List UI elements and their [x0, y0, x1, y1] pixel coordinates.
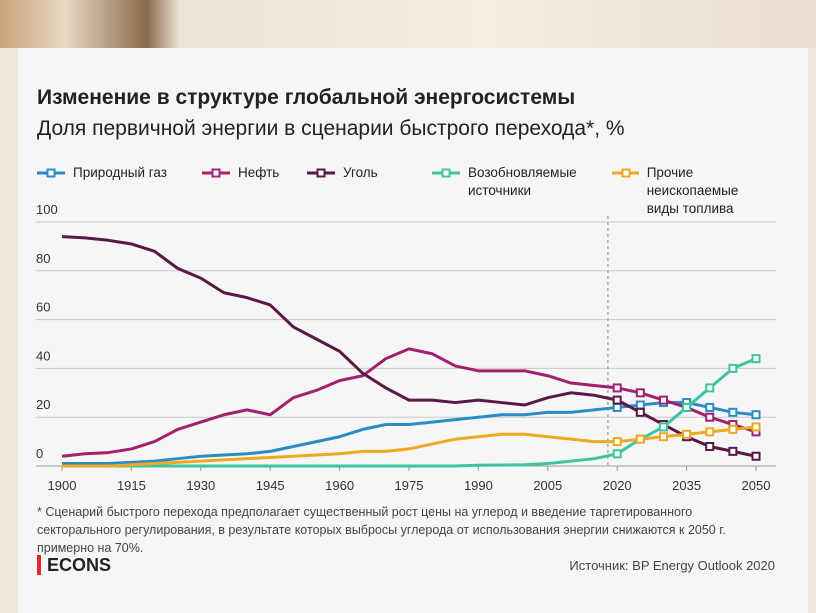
legend-marker [46, 168, 56, 178]
legend-swatch [37, 168, 65, 178]
chart-title: Изменение в структуре глобальной энергос… [37, 86, 576, 109]
legend-item: Прочие неископаемые виды топлива [612, 164, 782, 218]
x-tick-label: 1915 [117, 478, 146, 493]
series-marker [705, 402, 715, 412]
series-marker [705, 441, 715, 451]
legend-item: Возобновляемые источники [432, 164, 612, 218]
legend-label: Уголь [343, 165, 378, 180]
chart-subtitle: Доля первичной энергии в сценарии быстро… [37, 117, 625, 140]
legend-swatch [202, 168, 230, 178]
legend-swatch [612, 168, 639, 178]
legend-label: Природный газ [73, 165, 167, 180]
series-marker [612, 402, 622, 412]
series-marker [635, 400, 645, 410]
series-marker [612, 383, 622, 393]
x-tick-label: 1900 [48, 478, 77, 493]
series-marker [658, 422, 668, 432]
legend-marker [621, 168, 631, 178]
series-marker [612, 395, 622, 405]
legend-label: Нефть [238, 165, 280, 180]
series-marker [635, 407, 645, 417]
series-marker [612, 437, 622, 447]
series-marker [658, 395, 668, 405]
legend-label: Возобновляемые источники [468, 165, 577, 198]
series-marker [682, 402, 692, 412]
x-tick-label: 2020 [603, 478, 632, 493]
y-tick-label: 80 [36, 251, 50, 266]
brand-logo: ECONS [37, 555, 111, 575]
series-marker [728, 424, 738, 434]
series-marker [705, 412, 715, 422]
series-marker [751, 451, 761, 461]
legend-item: Природный газ [37, 164, 202, 218]
x-tick-label: 2005 [533, 478, 562, 493]
series-marker [705, 383, 715, 393]
source: Источник: BP Energy Outlook 2020 [569, 558, 775, 573]
series-marker [728, 446, 738, 456]
series-marker [635, 388, 645, 398]
series-marker [751, 410, 761, 420]
y-tick-label: 60 [36, 300, 50, 315]
legend-item: Нефть [202, 164, 307, 218]
series-marker [658, 432, 668, 442]
series-marker [682, 429, 692, 439]
x-tick-label: 1990 [464, 478, 493, 493]
y-tick-label: 0 [36, 446, 43, 461]
legend-marker [316, 168, 326, 178]
card [18, 48, 808, 613]
y-tick-label: 100 [36, 202, 58, 217]
series-marker [635, 434, 645, 444]
series-marker [612, 449, 622, 459]
y-tick-label: 40 [36, 348, 50, 363]
x-tick-label: 1930 [186, 478, 215, 493]
series-marker [728, 363, 738, 373]
legend: Природный газ Нефть Уголь Возобновляемые ис… [37, 164, 782, 218]
legend-marker [211, 168, 221, 178]
y-tick-label: 20 [36, 397, 50, 412]
legend-marker [441, 168, 451, 178]
legend-swatch [432, 168, 460, 178]
x-tick-label: 1945 [256, 478, 285, 493]
legend-item: Уголь [307, 164, 432, 218]
series-marker [705, 427, 715, 437]
x-tick-label: 1975 [395, 478, 424, 493]
x-tick-label: 2035 [672, 478, 701, 493]
header-photo [0, 0, 816, 48]
series-marker [751, 422, 761, 432]
legend-swatch [307, 168, 335, 178]
x-tick-label: 2050 [742, 478, 771, 493]
footnote: * Сценарий быстрого перехода предполагае… [37, 505, 726, 555]
legend-label: Прочие неископаемые виды топлива [646, 165, 739, 216]
series-marker [728, 407, 738, 417]
x-tick-label: 1960 [325, 478, 354, 493]
series-marker [751, 354, 761, 364]
